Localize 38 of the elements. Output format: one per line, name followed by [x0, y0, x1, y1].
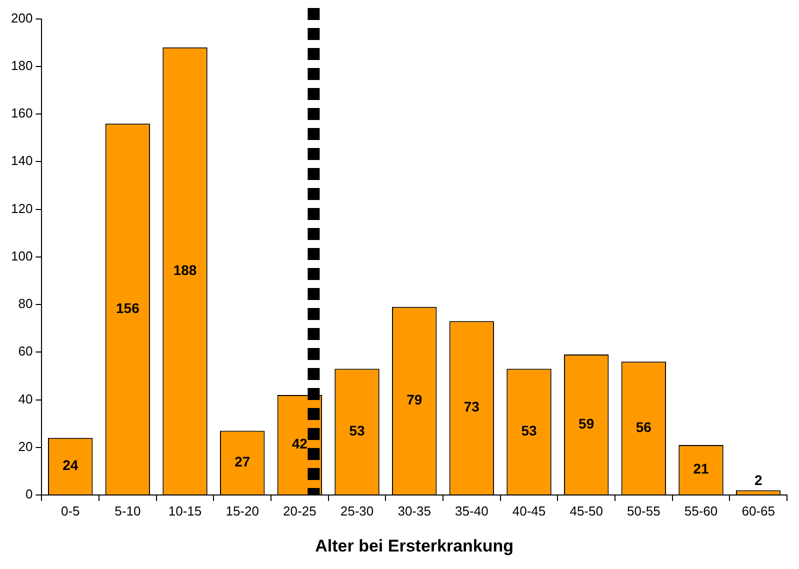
- data-label: 27: [234, 453, 250, 470]
- x-tick-label: 55-60: [684, 503, 718, 518]
- x-tick-label: 45-50: [570, 503, 603, 518]
- x-tick-label: 25-30: [340, 503, 374, 518]
- y-tick-label: 20: [18, 438, 33, 454]
- data-label: 59: [578, 415, 594, 432]
- y-tick-label: 100: [10, 248, 33, 264]
- x-tick-label: 10-15: [168, 503, 202, 518]
- x-tick-label: 20-25: [283, 503, 316, 518]
- x-tick-label: 5-10: [114, 503, 141, 518]
- data-label: 2: [754, 472, 762, 488]
- data-label: 79: [406, 392, 422, 408]
- data-label: 156: [116, 300, 140, 316]
- data-label: 188: [173, 262, 197, 278]
- x-tick-label: 40-45: [512, 503, 546, 518]
- data-label: 53: [521, 422, 538, 439]
- x-tick-label: 15-20: [226, 503, 259, 518]
- y-tick-label: 40: [18, 391, 33, 406]
- x-tick-label: 0-5: [60, 503, 80, 518]
- x-tick-label: 35-40: [455, 503, 488, 518]
- y-tick-label: 200: [10, 10, 33, 26]
- data-label: 24: [62, 457, 78, 474]
- y-tick-label: 120: [10, 200, 33, 216]
- y-tick-label: 0: [25, 486, 33, 502]
- y-tick-label: 180: [10, 58, 33, 73]
- y-tick-label: 140: [10, 153, 33, 168]
- data-label: 21: [693, 460, 709, 477]
- data-label: 73: [464, 398, 480, 415]
- y-tick-label: 80: [18, 296, 33, 312]
- y-tick-label: 160: [10, 106, 33, 121]
- x-tick-label: 30-35: [398, 503, 431, 518]
- data-label: 42: [292, 436, 308, 452]
- y-tick-label: 60: [18, 344, 33, 359]
- x-tick-label: 60-65: [742, 503, 775, 518]
- x-axis-title: Alter bei Ersterkrankung: [315, 536, 514, 556]
- data-label: 56: [636, 418, 652, 435]
- x-tick-label: 50-55: [627, 503, 660, 518]
- data-label: 53: [349, 422, 366, 439]
